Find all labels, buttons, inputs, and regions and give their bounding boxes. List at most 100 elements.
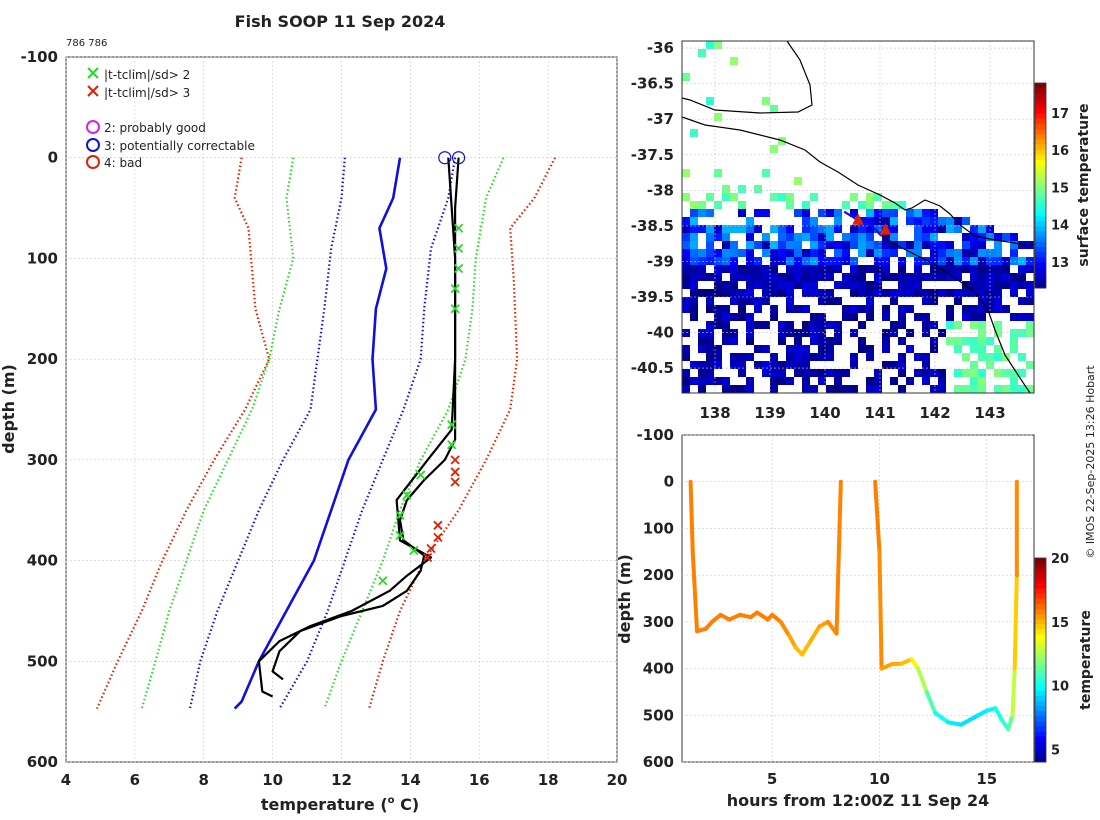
sst-cell — [706, 377, 714, 385]
sst-cell — [802, 225, 810, 233]
section-colorbar-segment — [1035, 746, 1046, 753]
map-colorbar-segment — [1035, 252, 1046, 258]
sst-cell — [826, 225, 834, 233]
sst-cell — [714, 225, 722, 233]
profile-flag-green-x-stroke — [447, 419, 457, 430]
sst-cell — [730, 289, 738, 297]
legend-label-green-x: |t-tclim|/sd> 2 — [104, 68, 190, 82]
section-ytick-label: -100 — [636, 426, 674, 444]
sst-cell — [946, 289, 954, 297]
sst-cell — [954, 257, 962, 265]
sst-cell — [938, 329, 946, 337]
sst-cell — [978, 313, 986, 321]
profile-lines — [95, 157, 556, 710]
sst-cell — [722, 321, 730, 329]
sst-cell — [858, 345, 866, 353]
map-colorbar-segment — [1035, 98, 1046, 104]
sst-cell — [794, 273, 802, 281]
sst-cell — [706, 193, 714, 201]
sst-cell — [730, 329, 738, 337]
sst-cell — [978, 337, 986, 345]
sst-cell — [778, 329, 786, 337]
sst-cell — [754, 273, 762, 281]
sst-cell — [914, 241, 922, 249]
sst-cell — [794, 369, 802, 377]
sst-cell — [874, 209, 882, 217]
sst-cell — [866, 217, 874, 225]
sst-cell — [818, 209, 826, 217]
sst-cell — [954, 249, 962, 257]
section-colorbar-segment — [1035, 680, 1046, 686]
sst-cell — [762, 369, 770, 377]
sst-cell — [818, 265, 826, 273]
sst-cell — [698, 361, 706, 369]
sst-cell — [874, 281, 882, 289]
sst-cell — [770, 385, 778, 393]
sst-cell — [794, 305, 802, 313]
map-colorbar-tick-label: 13 — [1051, 256, 1069, 271]
sst-cell — [802, 289, 810, 297]
map-ytick-label: -40 — [647, 324, 674, 342]
sst-cell — [946, 265, 954, 273]
sst-cell — [866, 241, 874, 249]
map-colorbar-segment — [1035, 282, 1046, 289]
map-colorbar-segment — [1035, 200, 1046, 207]
sst-cell — [946, 225, 954, 233]
sst-cell — [1018, 353, 1026, 361]
sst-cell — [714, 361, 722, 369]
legend-blue-circle-icon — [86, 138, 100, 152]
sst-cell — [786, 201, 794, 209]
sst-cell — [754, 225, 762, 233]
section-colorbar-segment — [1035, 619, 1046, 625]
section-segment — [1012, 573, 1019, 671]
sst-cell — [898, 289, 906, 297]
sst-cell — [882, 249, 890, 257]
sst-cell — [826, 385, 834, 393]
sst-cell — [682, 233, 690, 241]
sst-cell — [1010, 345, 1018, 353]
sst-cell — [914, 313, 922, 321]
sst-cell — [722, 249, 730, 257]
sst-cell — [946, 313, 954, 321]
sst-cell — [890, 289, 898, 297]
section-colorbar-segment — [1035, 568, 1046, 574]
map-ticks: 138 139 140 141 142 143 -36 -36.5 -37 -37.5 -38 -38… — [631, 39, 1006, 422]
map-colorbar: 13 14 15 16 17 — [1034, 82, 1069, 289]
sst-cell — [762, 209, 770, 217]
section-colorbar-segment — [1035, 685, 1046, 692]
sst-cell — [962, 305, 970, 313]
sst-cell — [690, 297, 698, 305]
sst-cell — [1026, 257, 1034, 265]
sst-cell — [746, 233, 754, 241]
sst-cell — [890, 329, 898, 337]
sst-cell — [890, 297, 898, 305]
sst-cell — [714, 257, 722, 265]
sst-cell — [1026, 361, 1034, 369]
sst-cell — [810, 217, 818, 225]
sst-cell — [770, 225, 778, 233]
sst-cell — [1002, 385, 1010, 393]
sst-cell — [834, 377, 842, 385]
sst-cell — [770, 105, 778, 113]
sst-cell — [930, 297, 938, 305]
sst-cell — [834, 385, 842, 393]
profile-flag-blue-circle — [438, 151, 452, 165]
sst-cell — [786, 265, 794, 273]
sst-cell — [834, 257, 842, 265]
section-colorbar-segment — [1035, 639, 1046, 646]
profile-ytick-label: 200 — [27, 350, 58, 368]
map-colorbar-segment — [1035, 108, 1046, 115]
section-segment — [1006, 713, 1015, 732]
sst-cell — [802, 361, 810, 369]
sst-cell — [1010, 313, 1018, 321]
sst-cell — [970, 289, 978, 297]
section-colorbar-segment — [1035, 751, 1046, 758]
profile-flag-red-x-stroke — [450, 477, 460, 487]
sst-cell — [866, 209, 874, 217]
sst-cell — [930, 265, 938, 273]
sst-cell — [714, 289, 722, 297]
map-colorbar-label: surface temperature — [1076, 103, 1092, 266]
sst-cell — [978, 329, 986, 337]
section-segment — [690, 549, 700, 634]
sst-cell — [762, 241, 770, 249]
